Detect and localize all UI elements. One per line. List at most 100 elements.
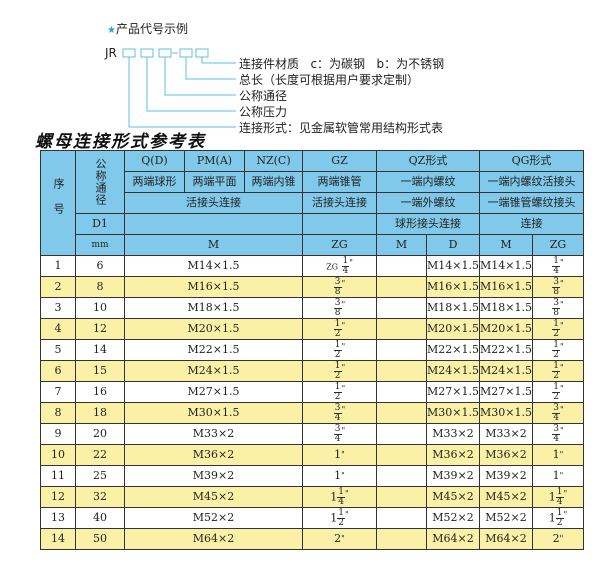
denominator: 8 (553, 307, 559, 318)
cell-qg-zg: 1" (531, 444, 584, 466)
cell-dn: 20 (75, 423, 125, 445)
numerator: 1 (333, 360, 342, 372)
cell-dn: 10 (75, 297, 125, 319)
denominator: 2 (334, 370, 341, 381)
header-conn: 活接头连接 (302, 192, 377, 214)
numerator: 1 (337, 507, 346, 519)
denominator: 4 (334, 412, 341, 423)
cell-qg-m: M39×2 (479, 465, 533, 487)
cell-qg-zg: 1 2 " (531, 381, 584, 403)
cell-qz-m (376, 444, 427, 466)
table-row: 1 6 M14×1.5 ZG 1 4 " M14×1.5 M14×1.5 1 4 " (40, 255, 584, 277)
cell-qz-d: M30×1.5 (426, 402, 480, 424)
cell-m: M64×2 (124, 528, 303, 550)
header-unit: M (124, 234, 303, 256)
inch-mark: " (341, 450, 345, 459)
inch-whole: 1 (548, 511, 556, 524)
cell-zg: 1 2 " (302, 381, 377, 403)
cell-qz-d: M64×2 (426, 528, 480, 550)
inch-mark: " (341, 362, 346, 372)
cell-qz-m (376, 528, 427, 550)
cell-no: 3 (40, 297, 76, 319)
inch-whole: 1 (330, 490, 338, 503)
header-empty (124, 213, 303, 235)
cell-qg-zg: 3 4 " (531, 423, 584, 445)
cell-zg: 3 8 " (302, 297, 377, 319)
denominator: 8 (553, 286, 559, 297)
cell-qz-d: M14×1.5 (426, 255, 480, 277)
cell-dn: 22 (75, 444, 125, 466)
cell-qz-m (376, 423, 427, 445)
cell-qg-zg: 3 8 " (531, 276, 584, 298)
cell-dn: 12 (75, 318, 125, 340)
cell-qg-m: M30×1.5 (479, 402, 533, 424)
denominator: 2 (338, 517, 345, 528)
inch-mark: " (345, 509, 349, 519)
header-end: 两端内锥 (244, 171, 303, 193)
inch-mark: " (560, 383, 564, 393)
cell-no: 13 (40, 507, 76, 529)
cell-qz-m (376, 465, 427, 487)
denominator: 2 (334, 349, 341, 360)
numerator: 1 (555, 486, 564, 498)
cell-zg: 1 2 " (302, 318, 377, 340)
code-box (140, 48, 154, 58)
denominator: 2 (556, 517, 563, 528)
nut-connection-table: 序号 公称通径 Q(D) PM(A) NZ(C) GZ QZ形式 QG形式 两端… (40, 150, 584, 550)
cell-qg-zg: 3 8 " (531, 297, 584, 319)
header-end: 两端球形 (124, 171, 185, 193)
cell-qg-zg: 1 2 " (531, 318, 584, 340)
header-end: 两端锥管 (302, 171, 377, 193)
cell-qz-m (376, 297, 427, 319)
denominator: 2 (334, 391, 341, 402)
cell-qz-d: M16×1.5 (426, 276, 480, 298)
numerator: 1 (337, 486, 346, 498)
cell-qz-m (376, 381, 427, 403)
inch-mark: " (341, 341, 346, 351)
cell-zg: 1" (302, 465, 377, 487)
denominator: 8 (334, 307, 341, 318)
header-end: 一端内螺纹 (376, 171, 480, 193)
cell-qz-d: M24×1.5 (426, 360, 480, 382)
cell-qz-m (376, 339, 427, 361)
cell-qz-d: M33×2 (426, 423, 480, 445)
cell-qg-m: M64×2 (479, 528, 533, 550)
inch-mark: " (560, 404, 564, 414)
cell-m: M39×2 (124, 465, 303, 487)
cell-m: M18×1.5 (124, 297, 303, 319)
inch-whole: 1 (552, 469, 560, 482)
inch-mark: " (341, 320, 346, 330)
denominator: 2 (553, 349, 559, 360)
cell-dn: 40 (75, 507, 125, 529)
numerator: 1 (552, 339, 560, 351)
cell-qz-m (376, 360, 427, 382)
cell-no: 6 (40, 360, 76, 382)
cell-no: 11 (40, 465, 76, 487)
numerator: 1 (552, 381, 560, 393)
cell-dn: 14 (75, 339, 125, 361)
cell-qg-zg: 1 2 " (531, 339, 584, 361)
cell-qg-m: M36×2 (479, 444, 533, 466)
cell-m: M27×1.5 (124, 381, 303, 403)
inch-whole: 1 (330, 511, 338, 524)
header-unit: ZG (302, 234, 377, 256)
cell-qz-d: M39×2 (426, 465, 480, 487)
cell-zg: 2" (302, 528, 377, 550)
cell-qz-d: M27×1.5 (426, 381, 480, 403)
inch-whole: 1 (548, 490, 556, 503)
denominator: 4 (553, 412, 559, 423)
table-row: 13 40 M52×2 1 1 2 " M52×2 M52×2 1 1 2 " (40, 507, 584, 529)
numerator: 1 (333, 339, 342, 351)
table-row: 6 15 M24×1.5 1 2 " M24×1.5 M24×1.5 1 2 " (40, 360, 584, 382)
table-row: 5 14 M22×1.5 1 2 " M22×1.5 M22×1.5 1 2 " (40, 339, 584, 361)
inch-mark: " (341, 534, 345, 543)
cell-qg-m: M18×1.5 (479, 297, 533, 319)
